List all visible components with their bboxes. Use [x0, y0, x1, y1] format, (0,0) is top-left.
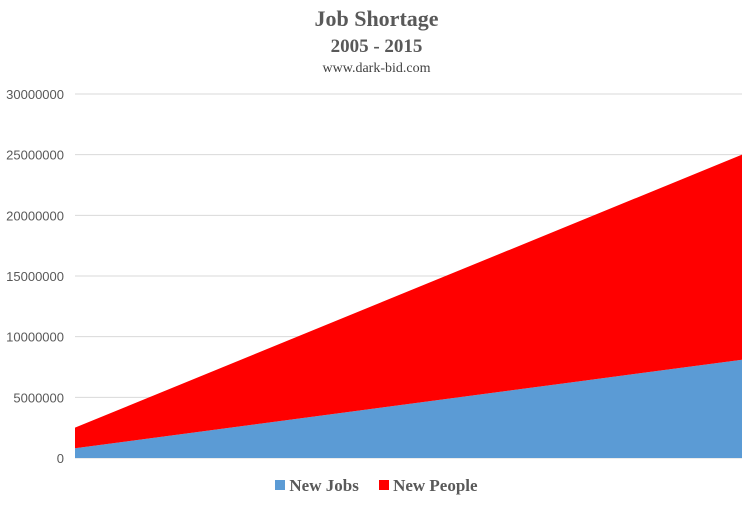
y-tick-label: 30000000: [6, 87, 64, 102]
legend-item-new-jobs: New Jobs: [275, 476, 359, 496]
y-tick-label: 10000000: [6, 330, 64, 345]
legend-swatch-new-people: [379, 480, 390, 490]
legend-item-new-people: New People: [379, 476, 478, 496]
legend-label-new-people: New People: [393, 476, 478, 495]
area-series-new-jobs: [75, 359, 742, 458]
y-tick-label: 15000000: [6, 269, 64, 284]
legend-swatch-new-jobs: [275, 480, 286, 490]
area-series-new-people: [75, 154, 742, 449]
y-tick-label: 0: [57, 451, 64, 466]
chart-subtitle: 2005 - 2015: [330, 36, 423, 57]
legend-label-new-jobs: New Jobs: [289, 476, 359, 495]
legend: New Jobs New People: [0, 476, 753, 496]
y-tick-label: 20000000: [6, 208, 64, 223]
chart-source: www.dark-bid.com: [322, 61, 431, 76]
chart-title: Job Shortage: [314, 6, 439, 31]
y-tick-label: 5000000: [13, 390, 64, 405]
y-tick-label: 25000000: [6, 148, 64, 163]
